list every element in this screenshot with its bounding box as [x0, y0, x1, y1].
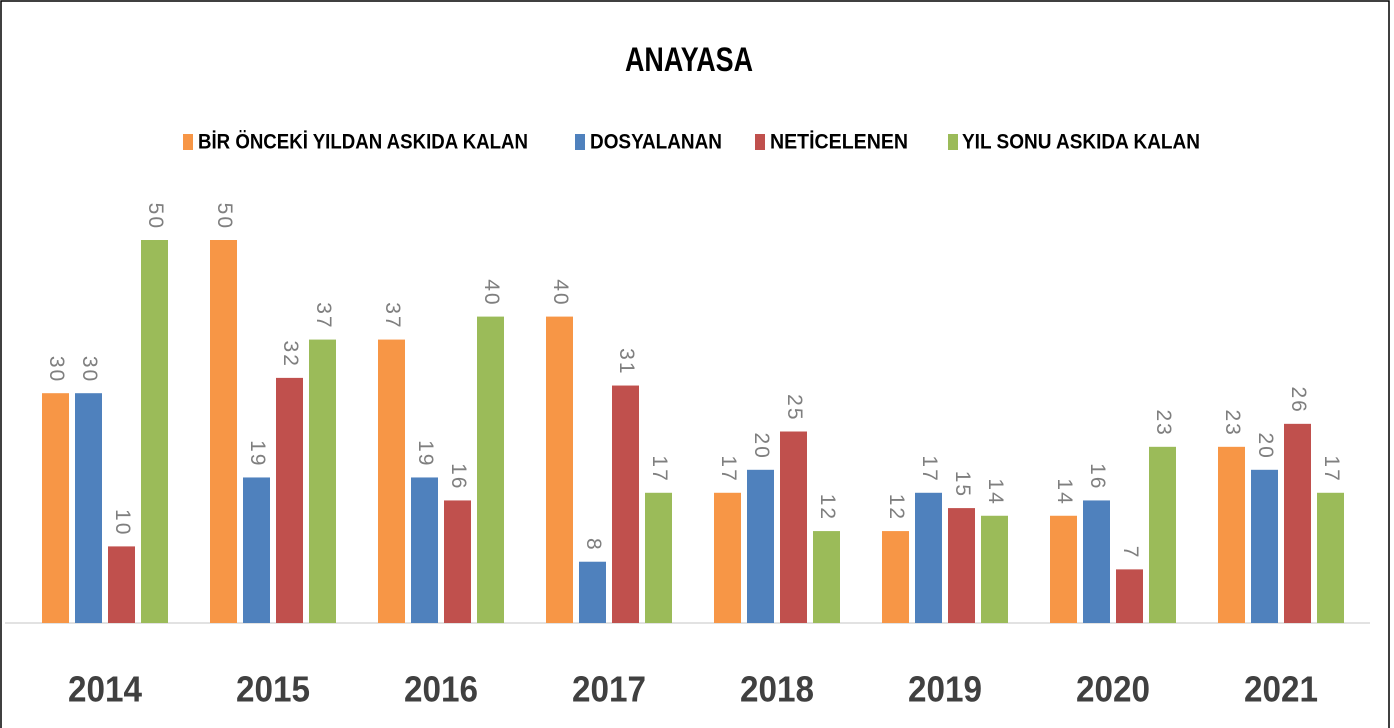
x-tick-label: 2014 [68, 669, 142, 710]
bar [1218, 446, 1245, 623]
data-label: 17 [648, 455, 671, 482]
data-label: 20 [750, 432, 773, 459]
x-tick-label: 2016 [404, 669, 478, 710]
bar [477, 316, 504, 623]
bar [1149, 446, 1176, 623]
x-tick-label: 2021 [1244, 669, 1318, 710]
data-label: 50 [144, 203, 167, 230]
data-label: 16 [1086, 463, 1109, 490]
data-label: 17 [1320, 455, 1343, 482]
bar [42, 393, 69, 623]
data-label: 30 [78, 356, 101, 383]
data-label: 32 [279, 341, 302, 368]
bar [141, 240, 168, 623]
bar [714, 492, 741, 623]
bar [309, 339, 336, 623]
bar [948, 508, 975, 623]
bar [243, 477, 270, 623]
legend-swatch [948, 134, 958, 150]
data-label: 26 [1287, 386, 1310, 413]
bar [444, 500, 471, 623]
bar [1317, 492, 1344, 623]
bar [411, 477, 438, 623]
data-label: 37 [381, 302, 404, 329]
data-label: 12 [885, 494, 908, 521]
legend-swatch [183, 134, 193, 150]
bar [882, 531, 909, 623]
chart-title: ANAYASA [625, 41, 753, 79]
data-label: 7 [1119, 546, 1142, 560]
bar [1284, 423, 1311, 623]
legend-swatch [575, 134, 585, 150]
data-label: 30 [45, 356, 68, 383]
bar [813, 531, 840, 623]
data-label: 40 [549, 279, 572, 306]
bar [378, 339, 405, 623]
data-label: 16 [447, 463, 470, 490]
data-label: 8 [582, 538, 605, 552]
x-tick-label: 2017 [572, 669, 646, 710]
data-label: 23 [1152, 409, 1175, 436]
bar [645, 492, 672, 623]
bar [579, 561, 606, 623]
data-label: 17 [918, 455, 941, 482]
bar [981, 515, 1008, 623]
data-label: 14 [984, 478, 1007, 505]
x-tick-label: 2020 [1076, 669, 1150, 710]
x-tick-label: 2019 [908, 669, 982, 710]
data-label: 17 [717, 455, 740, 482]
bar [915, 492, 942, 623]
data-label: 20 [1254, 432, 1277, 459]
bar [1251, 469, 1278, 623]
data-label: 19 [414, 440, 437, 467]
bar [276, 377, 303, 623]
x-tick-label: 2018 [740, 669, 814, 710]
data-label: 23 [1221, 409, 1244, 436]
bar [747, 469, 774, 623]
legend-swatch [755, 134, 765, 150]
bar [1116, 569, 1143, 623]
data-label: 14 [1053, 478, 1076, 505]
x-tick-label: 2015 [236, 669, 310, 710]
legend-label: BİR ÖNCEKİ YILDAN ASKIDA KALAN [198, 131, 528, 154]
data-label: 15 [951, 471, 974, 498]
data-label: 40 [480, 279, 503, 306]
data-label: 12 [816, 494, 839, 521]
data-label: 31 [615, 348, 638, 375]
data-label: 25 [783, 394, 806, 421]
legend-label: YIL SONU ASKIDA KALAN [962, 131, 1200, 154]
legend-label: DOSYALANAN [590, 131, 722, 154]
bar [612, 385, 639, 623]
bar [210, 240, 237, 623]
legend-label: NETİCELENEN [770, 131, 908, 154]
data-label: 19 [246, 440, 269, 467]
bar [546, 316, 573, 623]
data-label: 37 [312, 302, 335, 329]
bar [780, 431, 807, 623]
bar [1083, 500, 1110, 623]
data-label: 10 [111, 509, 134, 536]
data-label: 50 [213, 203, 236, 230]
bar [75, 393, 102, 623]
bar [1050, 515, 1077, 623]
bar [108, 546, 135, 623]
